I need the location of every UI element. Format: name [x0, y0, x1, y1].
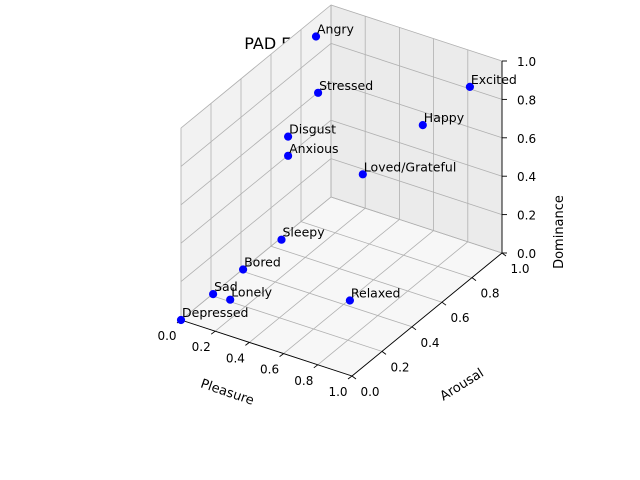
grid-line-z-back — [330, 43, 503, 100]
x-tick-mark — [210, 330, 216, 335]
z-tick-label: 0.0 — [517, 247, 536, 261]
data-point — [418, 121, 427, 130]
grid-line-z-left — [180, 43, 332, 167]
z-tick-label: 0.2 — [517, 209, 536, 223]
grid-line-z-back — [330, 4, 503, 62]
grid-line-x-floor — [317, 241, 469, 366]
data-point-label: Anxious — [289, 141, 338, 156]
y-tick-mark — [381, 351, 387, 355]
x-tick-mark — [279, 353, 284, 357]
data-point — [209, 290, 218, 299]
x-tick-label: 0.2 — [192, 340, 211, 354]
data-point-label: Stressed — [319, 78, 373, 93]
y-tick-label: 0.6 — [450, 311, 469, 325]
grid-line-z-back — [330, 81, 503, 139]
data-point — [314, 88, 323, 97]
y-tick-label: 0.8 — [480, 287, 499, 301]
grid-line-x-floor — [283, 230, 434, 354]
tick-labels: 0.0 0.0 0.0 0.2 0.2 0.2 0.4 0.4 0.4 0.6 0.6 0.6 0.8 0… — [157, 55, 536, 399]
data-point — [465, 82, 474, 92]
z-tick-label: 0.4 — [517, 170, 536, 184]
data-point — [311, 32, 321, 41]
data-point-label: Loved/Grateful — [364, 159, 457, 174]
data-point — [284, 151, 293, 160]
y-tick-mark — [351, 375, 357, 380]
grid-line-y-floor — [210, 295, 383, 352]
grid-line-z-left — [180, 119, 332, 244]
x-tick-label: 0.0 — [157, 329, 176, 343]
x-tick-mark — [245, 342, 250, 346]
data-point — [226, 295, 235, 304]
grid-line-z-back — [330, 119, 503, 177]
data-point-label: Lonely — [231, 285, 272, 300]
y-tick-mark — [471, 277, 477, 281]
y-tick-mark — [501, 252, 507, 257]
data-point — [284, 132, 293, 141]
data-point-label: Sad — [214, 279, 238, 294]
data-point — [277, 235, 286, 244]
data-points: Angry Excited Stressed Happy Disgust Anxious L… — [176, 22, 517, 325]
grid-line-x-floor — [214, 207, 366, 332]
x-axis-line — [180, 319, 353, 377]
data-point — [239, 265, 248, 274]
x-tick-label: 0.4 — [226, 351, 245, 365]
z-tick-label: 0.8 — [517, 93, 536, 107]
x-tick-label: 0.8 — [294, 374, 313, 388]
x-tick-mark — [313, 364, 319, 369]
y-tick-mark — [411, 326, 417, 331]
data-point — [345, 296, 354, 305]
y-tick-label: 0.0 — [360, 385, 379, 399]
x-tick-mark — [347, 375, 353, 380]
grid-line-y-floor — [240, 270, 413, 328]
grid-line-y-floor — [300, 221, 473, 278]
data-point-label: Depressed — [182, 305, 248, 320]
x-tick-label: 0.6 — [260, 363, 279, 377]
z-tick-label: 1.0 — [517, 55, 536, 69]
x-tick-label: 1.0 — [328, 385, 347, 399]
y-axis-line — [351, 252, 503, 377]
y-tick-label: 0.2 — [390, 360, 409, 374]
grid-line-z-left — [180, 158, 332, 282]
data-point-label: Angry — [317, 22, 355, 37]
data-point-label: Excited — [471, 72, 517, 87]
grid-line-z-left — [180, 4, 332, 129]
y-tick-label: 1.0 — [510, 262, 529, 276]
data-point-label: Sleepy — [283, 225, 326, 240]
data-point-label: Happy — [424, 110, 465, 125]
z-tick-label: 0.6 — [517, 132, 536, 146]
data-point-label: Bored — [244, 255, 281, 270]
data-point-label: Disgust — [289, 122, 336, 137]
data-point-label: Relaxed — [351, 286, 401, 301]
grid-line-z-left — [180, 196, 332, 321]
z-axis-label: Dominance — [552, 195, 567, 269]
grid-line-z-left — [180, 81, 332, 206]
grid-line-x-floor — [249, 219, 400, 343]
y-tick-mark — [441, 301, 447, 306]
data-point — [176, 315, 186, 325]
grid-line-y-floor — [330, 196, 503, 254]
y-tick-label: 0.4 — [420, 336, 439, 350]
grid-line-z-back — [330, 158, 503, 215]
grid-line-y-floor — [270, 245, 443, 303]
data-point — [358, 170, 367, 179]
